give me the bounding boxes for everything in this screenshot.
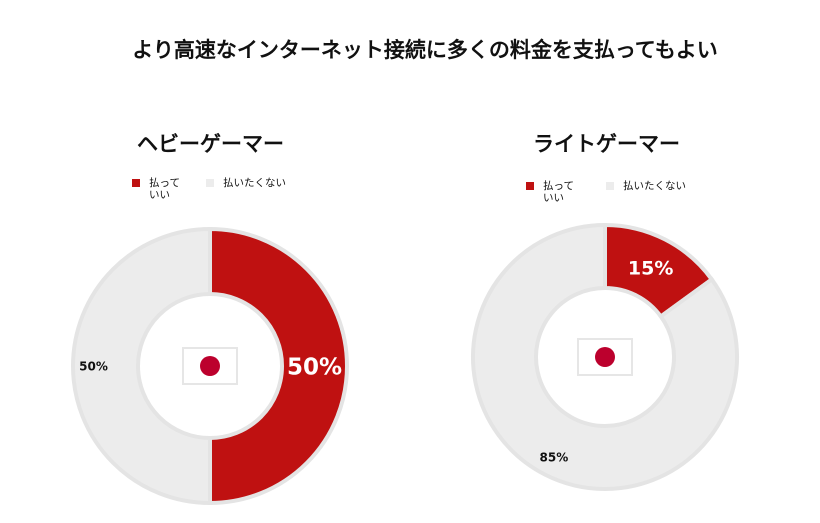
legend-swatch-pay (132, 179, 140, 187)
legend-item-notpay: 払いたくない (206, 177, 286, 189)
legend-swatch-notpay (206, 179, 214, 187)
japan-flag-icon (577, 338, 633, 376)
slice-pay (208, 226, 349, 506)
legend-label-notpay: 払いたくない (223, 177, 286, 189)
data-label-notpay: 50% (79, 359, 108, 373)
legend-label-pay: 払って いい (149, 177, 180, 201)
legend-swatch-notpay (606, 182, 614, 190)
legend-item-notpay: 払いたくない (606, 180, 686, 192)
japan-flag-icon (182, 347, 238, 385)
legend-label-notpay: 払いたくない (623, 180, 686, 192)
panel-title-heavy: ヘビーゲーマー (137, 132, 284, 156)
data-label-notpay: 85% (540, 451, 569, 465)
legend-label-pay: 払って いい (543, 180, 574, 204)
data-label-pay: 15% (628, 257, 673, 279)
legend-item-pay: 払って いい (132, 177, 183, 201)
panel-title-light: ライトゲーマー (533, 132, 680, 156)
chart-main-title: より高速なインターネット接続に多くの料金を支払ってもよい (132, 38, 718, 62)
legend-item-pay: 払って いい (526, 180, 577, 204)
legend-swatch-pay (526, 182, 534, 190)
data-label-pay: 50% (287, 354, 342, 380)
slice-notpay (471, 222, 739, 491)
slice-notpay (71, 226, 212, 506)
